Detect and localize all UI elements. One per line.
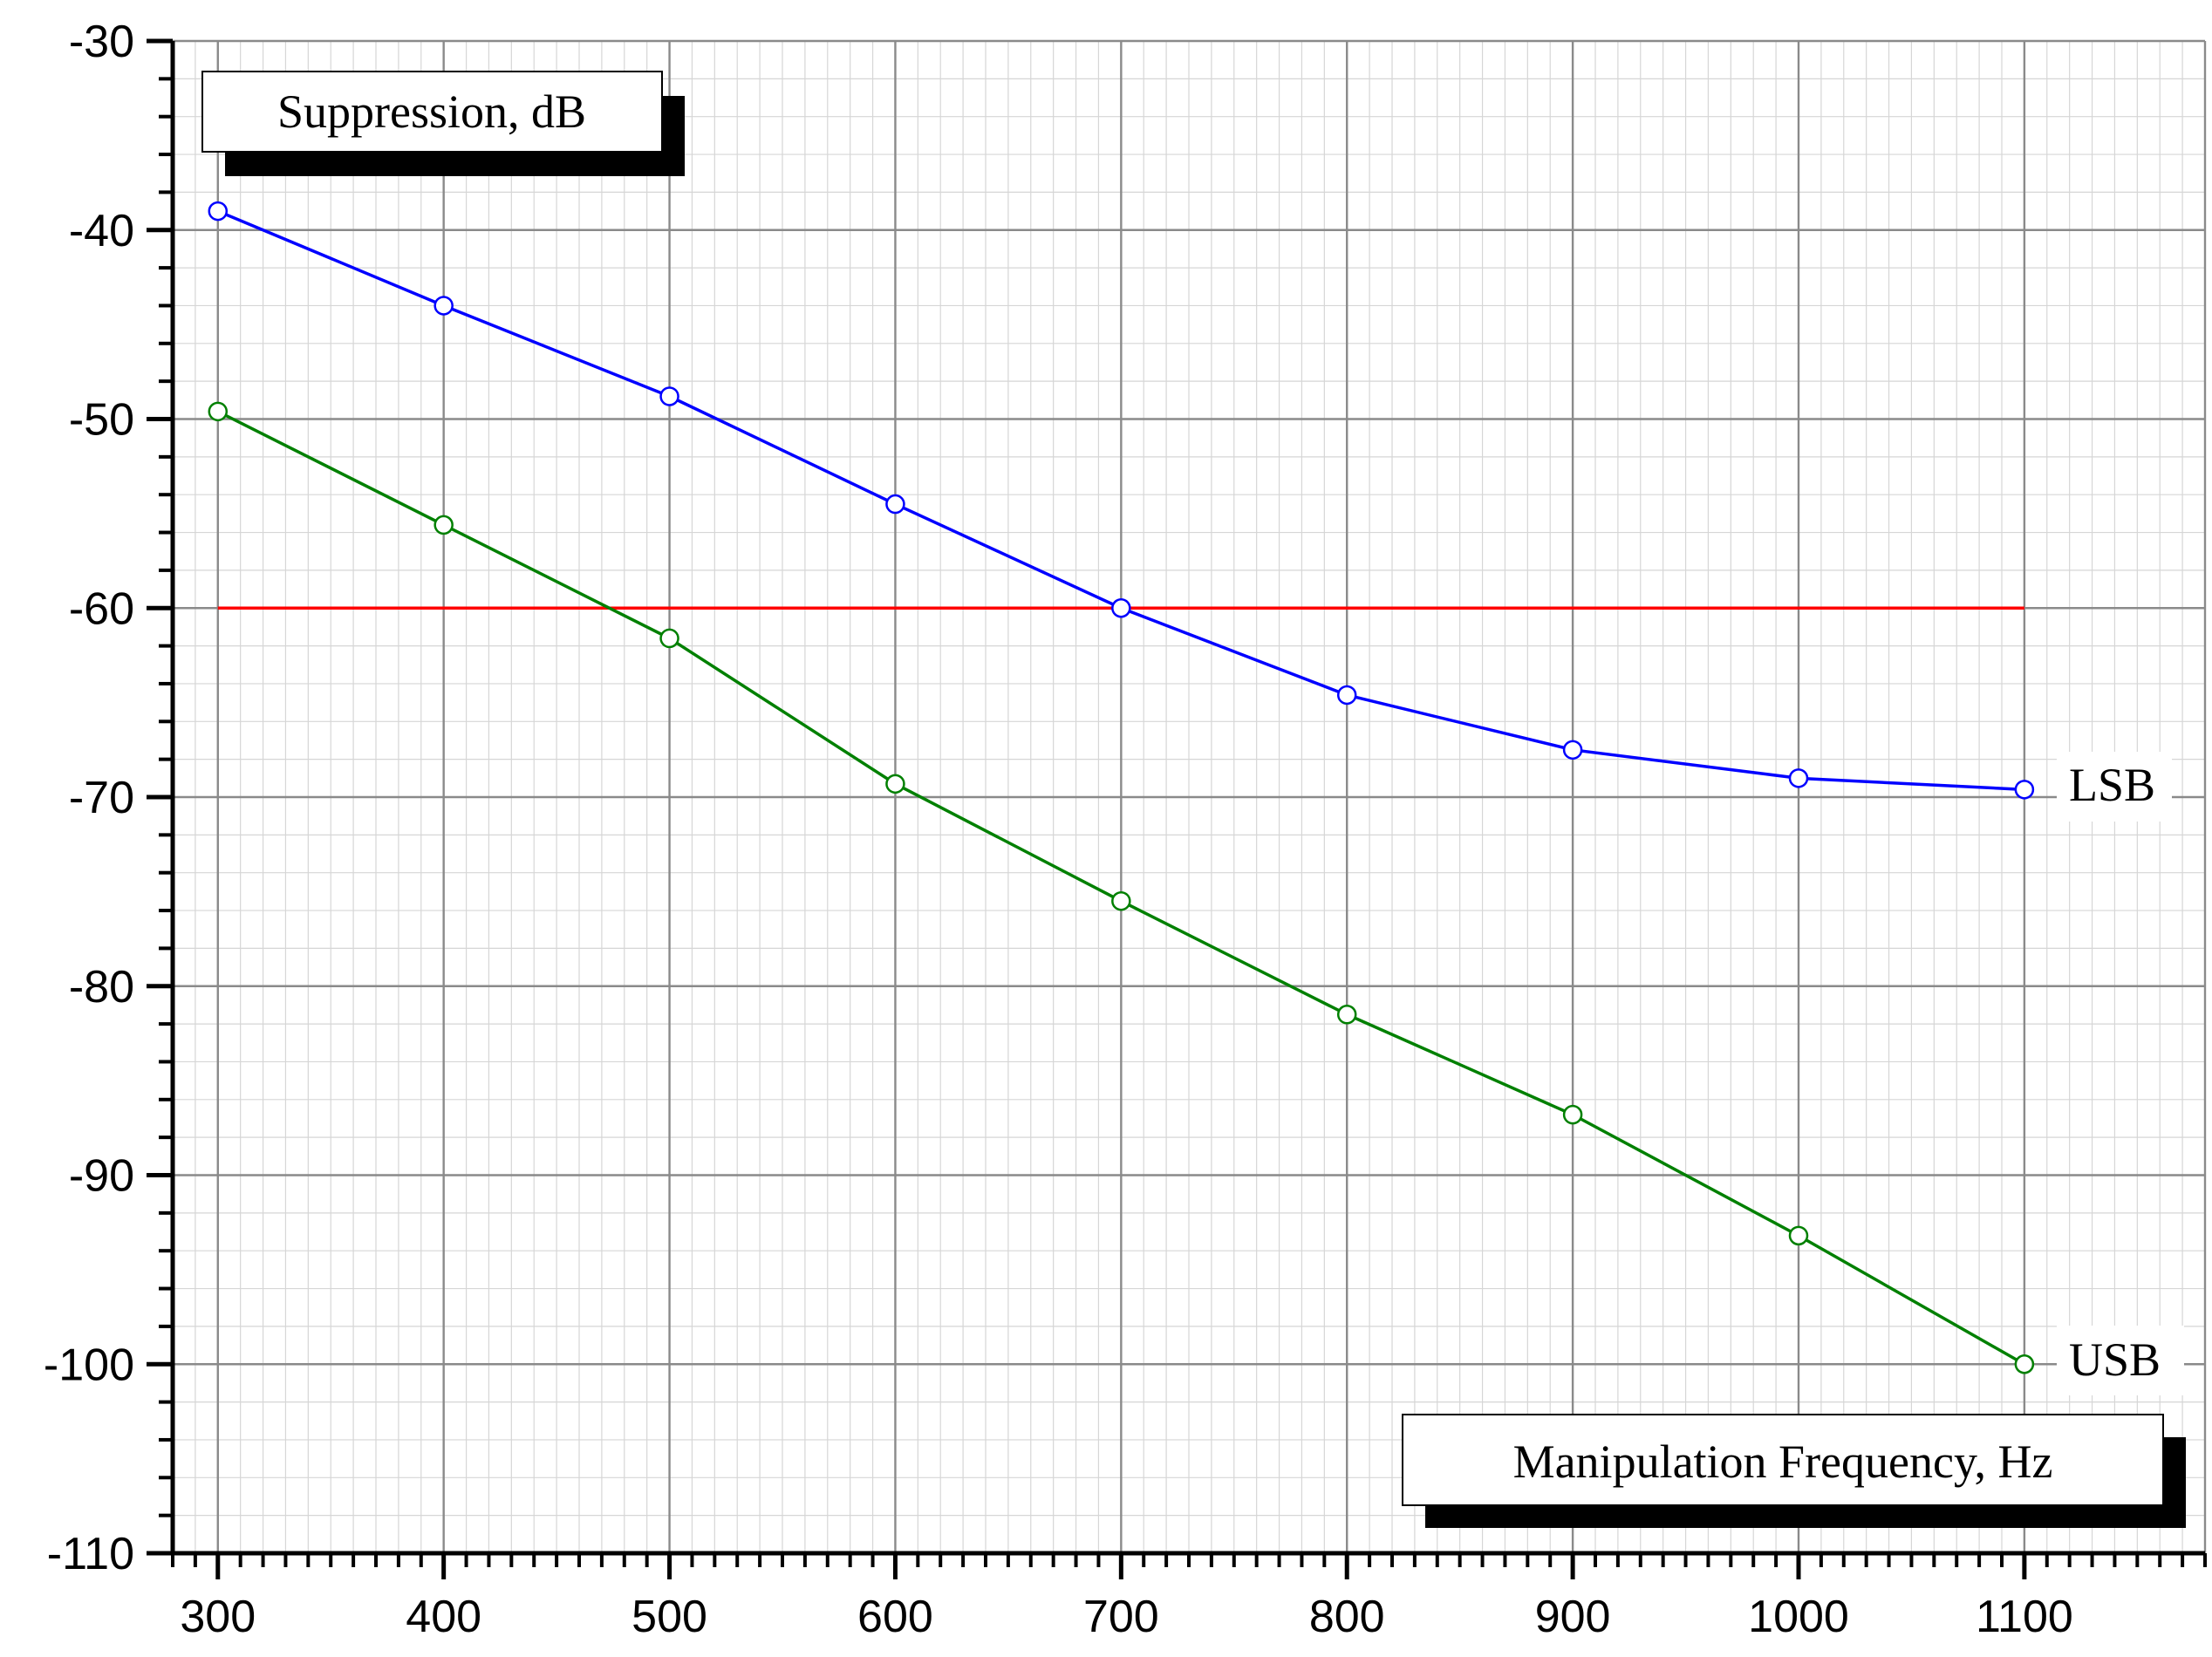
data-point-lsb: [885, 494, 905, 515]
x-tick-label: 700: [1083, 1592, 1159, 1642]
x-tick-label: 600: [857, 1592, 933, 1642]
data-point-lsb: [208, 201, 229, 222]
series-labels: LSB USB: [2057, 752, 2184, 1395]
data-point-usb: [208, 401, 229, 422]
series-label-bg-lsb: [2057, 752, 2172, 822]
series-label-usb: USB: [2069, 1333, 2161, 1386]
x-tick-label: 1100: [1976, 1592, 2073, 1642]
axes-layer: [147, 38, 2207, 1579]
x-tick-label: 800: [1309, 1592, 1385, 1642]
data-point-lsb: [2014, 780, 2035, 800]
y-tick-label: -70: [69, 773, 134, 823]
x-tick-label: 900: [1535, 1592, 1611, 1642]
y-tick-label: -50: [69, 395, 134, 446]
y-tick-label: -60: [69, 583, 134, 634]
x-tick-label: 500: [632, 1592, 707, 1642]
y-tick-label: -80: [69, 962, 134, 1013]
y-axis-title: Suppression, dB: [277, 85, 586, 138]
y-axis-title-frame: [201, 71, 663, 153]
data-point-usb: [1111, 890, 1131, 911]
data-point-lsb: [1788, 768, 1809, 788]
y-tick-label: -30: [69, 17, 134, 67]
data-point-usb: [1336, 1005, 1357, 1025]
x-tick-label: 400: [406, 1592, 481, 1642]
y-tick-label: -100: [44, 1340, 134, 1390]
series-label-lsb: LSB: [2069, 759, 2155, 811]
series-label-bg-usb: [2057, 1326, 2184, 1395]
x-axis-title-frame: [1402, 1414, 2164, 1506]
tick-labels: -30 -40 -50 -60 -70 -80 -90 -100 -110 300 400 500 60…: [44, 17, 2073, 1642]
data-point-lsb: [1336, 685, 1357, 706]
y-axis-title-box: Suppression, dB: [201, 71, 685, 176]
series-layer: [208, 201, 2035, 1374]
y-tick-label: -90: [69, 1151, 134, 1202]
x-axis-title: Manipulation Frequency, Hz: [1513, 1435, 2053, 1488]
data-point-usb: [434, 515, 454, 535]
data-point-lsb: [1111, 598, 1131, 618]
x-tick-label: 1000: [1748, 1592, 1849, 1642]
x-axis-title-box: Manipulation Frequency, Hz: [1402, 1414, 2186, 1528]
data-point-usb: [659, 628, 679, 649]
data-point-usb: [885, 774, 905, 794]
data-point-lsb: [659, 386, 679, 406]
data-point-usb: [1562, 1104, 1583, 1125]
data-point-usb: [2014, 1354, 2035, 1374]
data-point-lsb: [1562, 740, 1583, 760]
y-tick-label: -40: [69, 206, 134, 256]
y-tick-label: -110: [47, 1529, 134, 1579]
data-point-usb: [1788, 1225, 1809, 1246]
data-point-lsb: [434, 296, 454, 316]
x-tick-label: 300: [180, 1592, 256, 1642]
